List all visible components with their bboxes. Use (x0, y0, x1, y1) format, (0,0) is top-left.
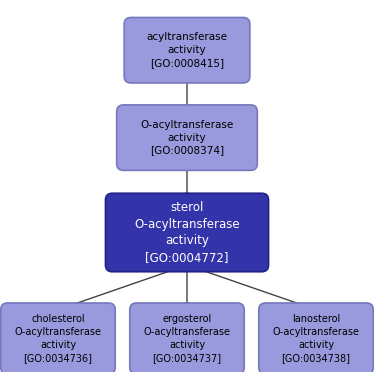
FancyBboxPatch shape (105, 193, 269, 272)
Text: O-acyltransferase
activity
[GO:0008374]: O-acyltransferase activity [GO:0008374] (140, 120, 234, 155)
FancyBboxPatch shape (117, 105, 257, 170)
Text: cholesterol
O-acyltransferase
activity
[GO:0034736]: cholesterol O-acyltransferase activity [… (15, 314, 101, 363)
FancyBboxPatch shape (124, 17, 250, 83)
FancyBboxPatch shape (130, 303, 244, 372)
Text: acyltransferase
activity
[GO:0008415]: acyltransferase activity [GO:0008415] (147, 32, 227, 68)
Text: sterol
O-acyltransferase
activity
[GO:0004772]: sterol O-acyltransferase activity [GO:00… (134, 201, 240, 264)
FancyBboxPatch shape (1, 303, 115, 372)
Text: lanosterol
O-acyltransferase
activity
[GO:0034738]: lanosterol O-acyltransferase activity [G… (273, 314, 359, 363)
FancyBboxPatch shape (259, 303, 373, 372)
Text: ergosterol
O-acyltransferase
activity
[GO:0034737]: ergosterol O-acyltransferase activity [G… (144, 314, 230, 363)
